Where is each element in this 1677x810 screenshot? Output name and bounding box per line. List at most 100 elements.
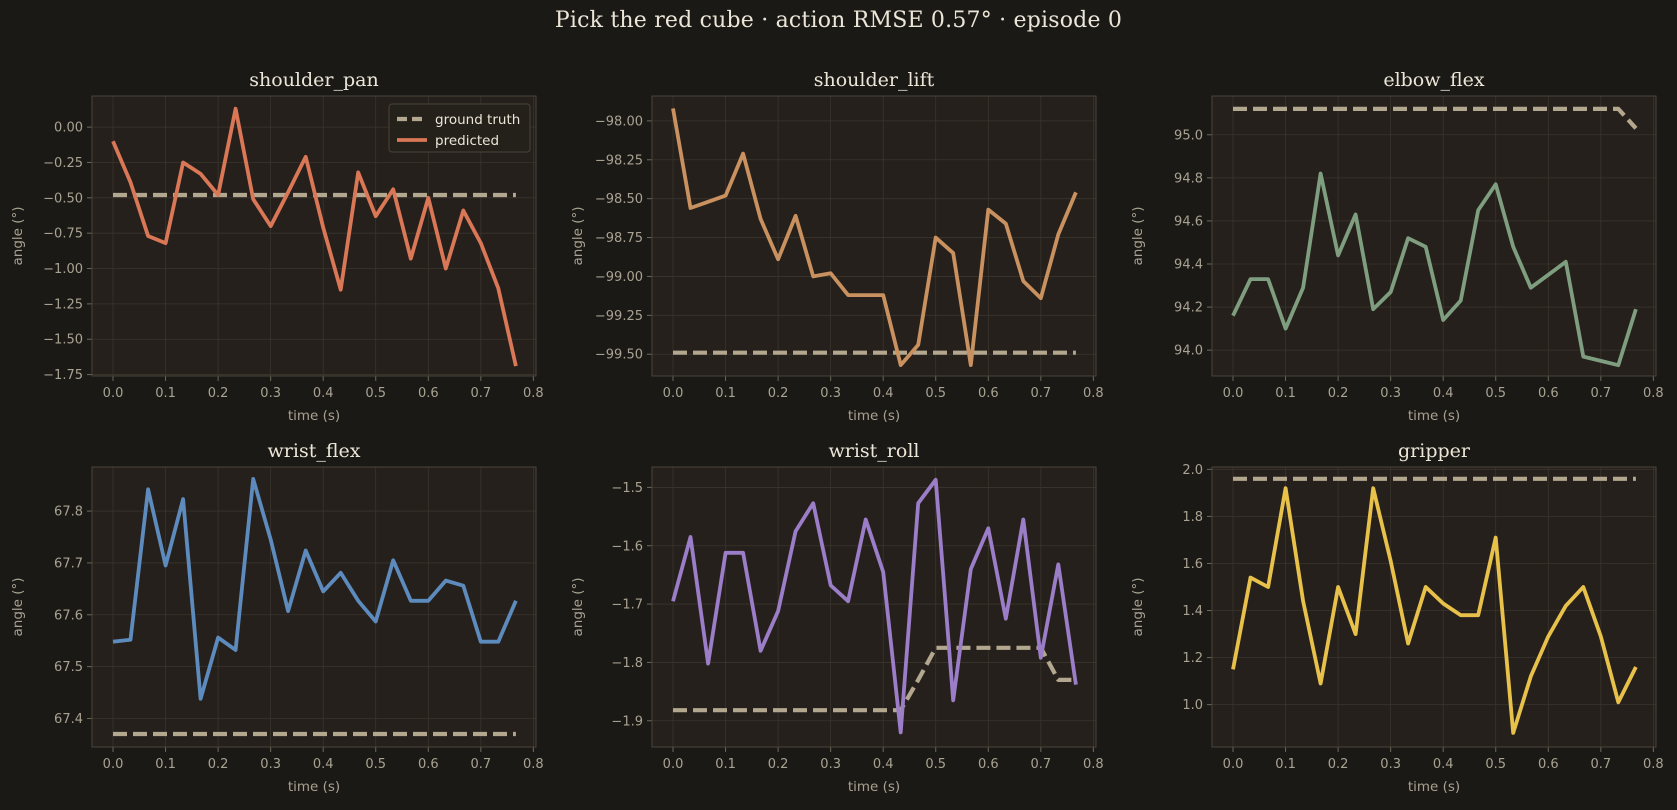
y-tick-label: −0.75 (43, 227, 83, 242)
y-tick-label: −98.25 (595, 153, 643, 168)
y-tick-label: 2.0 (1182, 463, 1203, 478)
x-tick-label: 0.3 (820, 386, 841, 401)
figure-title: Pick the red cube · action RMSE 0.57° · … (554, 8, 1123, 33)
x-tick-label: 0.6 (1538, 757, 1559, 772)
y-tick-label: −1.6 (611, 539, 643, 554)
x-tick-label: 0.0 (663, 386, 684, 401)
ground-truth-line (1233, 106, 1638, 130)
x-tick-label: 0.1 (715, 386, 736, 401)
y-tick-label: −98.50 (595, 192, 643, 207)
y-tick-label: 67.7 (54, 556, 83, 571)
predicted-line (112, 476, 518, 701)
y-tick-label: −98.75 (595, 231, 643, 246)
y-tick-label: −0.50 (43, 191, 83, 206)
y-tick-label: −0.25 (43, 156, 83, 171)
x-axis-label: time (s) (848, 779, 900, 795)
x-tick-label: 0.3 (1380, 757, 1401, 772)
x-tick-label: 0.4 (1433, 386, 1454, 401)
x-tick-label: 0.5 (365, 386, 386, 401)
x-tick-label: 0.4 (313, 386, 334, 401)
predicted-line (1231, 486, 1638, 735)
x-tick-label: 0.0 (663, 757, 684, 772)
axes-frame (651, 95, 1097, 377)
x-axis-label: time (s) (288, 779, 340, 795)
x-tick-label: 0.8 (523, 757, 544, 772)
axes-frame (91, 95, 537, 377)
legend-label: predicted (435, 133, 499, 149)
x-tick-label: 0.2 (208, 757, 229, 772)
y-tick-label: −1.75 (43, 368, 83, 383)
x-tick-label: 0.7 (470, 386, 491, 401)
subplot-gripper: 0.0 0.1 0.2 0.3 0.4 0.5 0.6 0.7 0.8 1.0 1.2 1.4 1.6 1… (1130, 440, 1664, 795)
x-tick-label: 0.2 (1328, 757, 1349, 772)
x-tick-label: 0.1 (1275, 757, 1296, 772)
x-tick-label: 0.0 (1223, 757, 1244, 772)
x-tick-label: 0.1 (1275, 386, 1296, 401)
y-tick-label: −1.5 (611, 481, 643, 496)
ground-truth-line (673, 645, 1076, 713)
x-tick-label: 0.3 (820, 757, 841, 772)
predicted-line (671, 477, 1078, 735)
y-tick-label: 95.0 (1174, 128, 1203, 143)
y-tick-label: 94.4 (1174, 258, 1203, 273)
plot-area (652, 96, 1096, 376)
x-tick-label: 0.6 (978, 757, 999, 772)
x-tick-label: 0.4 (873, 386, 894, 401)
x-tick-label: 0.4 (873, 757, 894, 772)
subplot-title: elbow_flex (1383, 69, 1485, 91)
x-tick-label: 0.4 (1433, 757, 1454, 772)
y-tick-label: 67.4 (54, 712, 83, 727)
y-tick-label: 67.8 (54, 505, 83, 520)
axes-frame (651, 466, 1097, 748)
y-tick-label: 1.4 (1182, 604, 1203, 619)
subplot-title: shoulder_pan (249, 69, 378, 91)
y-tick-label: −1.00 (43, 262, 83, 277)
axes-frame (91, 466, 537, 748)
axes-frame (1211, 466, 1657, 748)
y-tick-label: −1.7 (611, 598, 643, 613)
y-tick-label: 94.6 (1174, 214, 1203, 229)
y-tick-label: 1.6 (1182, 557, 1203, 572)
plot-area (652, 467, 1096, 747)
y-axis-label: angle (°) (1130, 577, 1146, 636)
subplot-title: wrist_roll (829, 440, 920, 462)
legend: ground truth predicted (388, 103, 531, 153)
y-axis-label: angle (°) (10, 206, 26, 265)
axes-frame (1211, 95, 1657, 377)
x-tick-label: 0.3 (1380, 386, 1401, 401)
predicted-line (111, 106, 518, 367)
x-tick-label: 0.2 (768, 757, 789, 772)
x-tick-label: 0.8 (523, 386, 544, 401)
x-tick-label: 0.0 (103, 386, 124, 401)
x-axis-label: time (s) (1408, 779, 1460, 795)
subplot-elbow-flex: 0.0 0.1 0.2 0.3 0.4 0.5 0.6 0.7 0.8 94.0 94.2 94.4 9… (1130, 69, 1664, 424)
subplot-wrist-flex: 0.0 0.1 0.2 0.3 0.4 0.5 0.6 0.7 0.8 67.4 67.5 67.6 6… (10, 440, 544, 795)
legend-label: ground truth (435, 112, 520, 128)
y-tick-label: 94.2 (1174, 301, 1203, 316)
y-tick-label: 94.8 (1174, 171, 1203, 186)
plot-area (92, 467, 536, 747)
x-tick-label: 0.0 (1223, 386, 1244, 401)
x-tick-label: 0.5 (1485, 757, 1506, 772)
x-tick-label: 0.6 (1538, 386, 1559, 401)
y-tick-label: −98.00 (595, 114, 643, 129)
x-tick-label: 0.6 (978, 386, 999, 401)
x-tick-label: 0.1 (715, 757, 736, 772)
subplot-title: gripper (1398, 440, 1471, 462)
x-tick-label: 0.1 (155, 757, 176, 772)
y-axis-label: angle (°) (570, 577, 586, 636)
x-tick-label: 0.1 (155, 386, 176, 401)
x-axis-label: time (s) (288, 408, 340, 424)
x-tick-label: 0.2 (768, 386, 789, 401)
x-tick-label: 0.7 (470, 757, 491, 772)
predicted-line (671, 108, 1078, 368)
y-axis-label: angle (°) (10, 577, 26, 636)
subplot-wrist-roll: 0.0 0.1 0.2 0.3 0.4 0.5 0.6 0.7 0.8 −1.5 −1.6 −1.7 −… (570, 440, 1104, 795)
x-tick-label: 0.5 (365, 757, 386, 772)
x-tick-label: 0.8 (1643, 757, 1664, 772)
subplot-shoulder-pan: 0.0 0.1 0.2 0.3 0.4 0.5 0.6 0.7 0.8 0.00 −0.25 −0.5… (10, 69, 544, 424)
y-tick-label: 0.00 (54, 121, 83, 136)
subplot-title: wrist_flex (268, 440, 361, 462)
